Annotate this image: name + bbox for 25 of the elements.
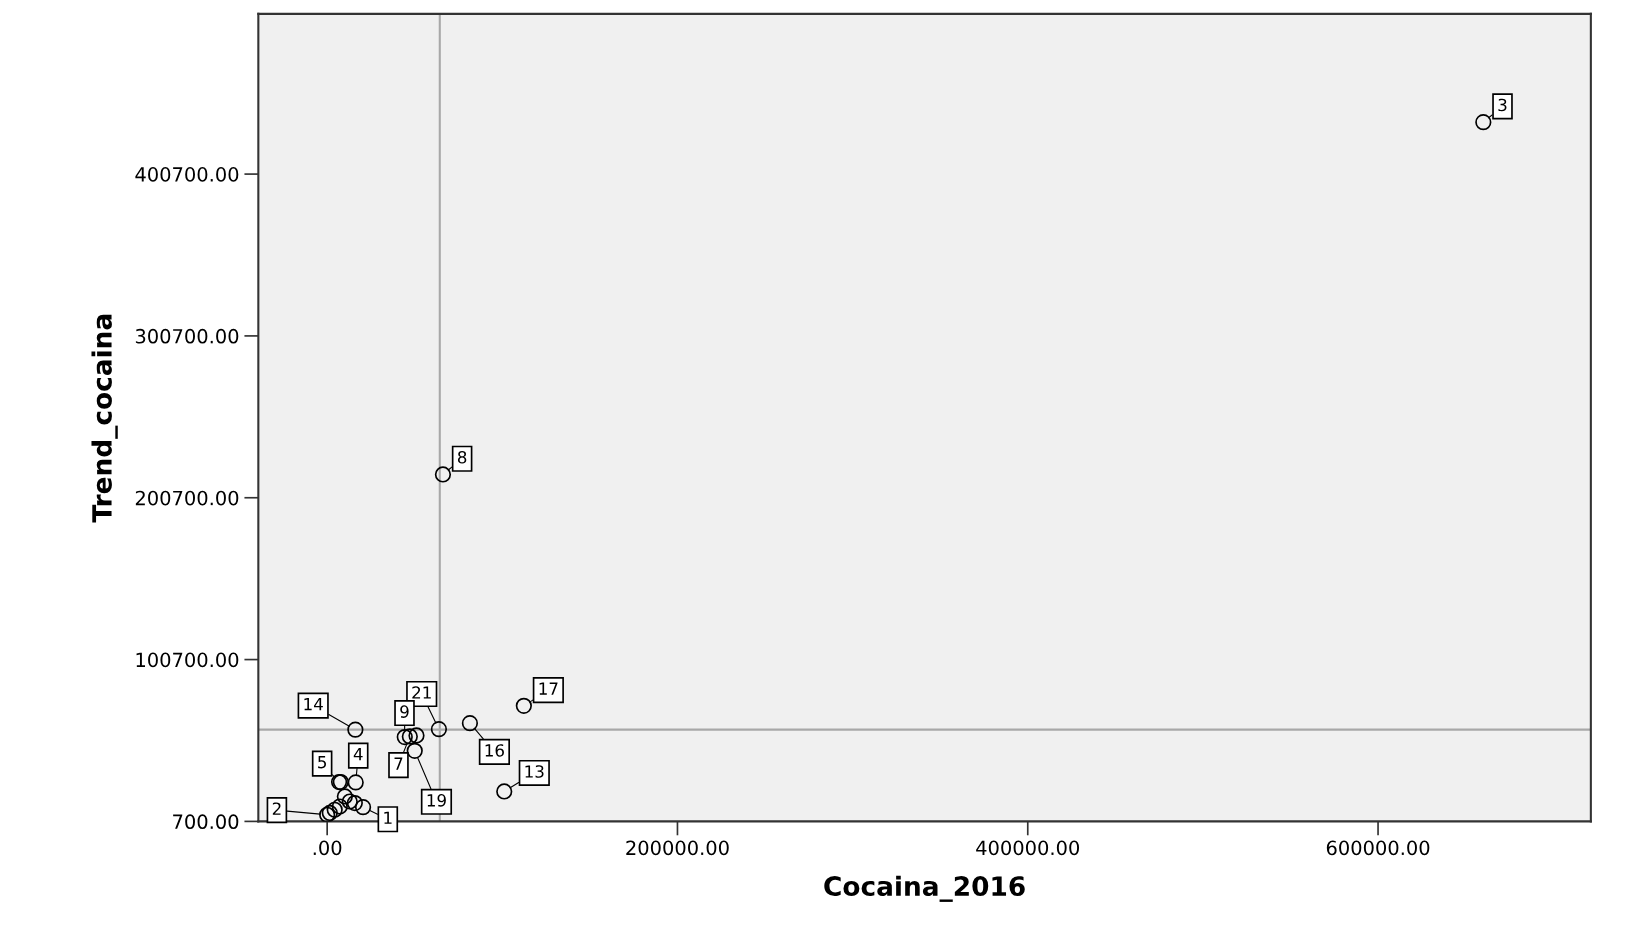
annotation: 21 xyxy=(412,686,431,699)
x-tick-label: 200000.00 xyxy=(626,840,729,856)
annotation: 7 xyxy=(394,757,403,770)
y-tick-label: 700.00 xyxy=(173,814,239,830)
annotation: 8 xyxy=(457,450,467,464)
x-tick-label: .00 xyxy=(313,840,342,856)
annotation: 17 xyxy=(539,682,558,695)
y-tick-label: 400700.00 xyxy=(135,167,239,182)
annotation: 13 xyxy=(525,765,544,778)
annotation: 14 xyxy=(304,698,323,711)
annotation: 4 xyxy=(353,748,363,761)
x-tick-label: 600000.00 xyxy=(1326,840,1430,856)
annotation: 2 xyxy=(272,802,281,815)
x-tick-label: 400000.00 xyxy=(976,840,1080,856)
x-axis-title: Cocaina_2016 xyxy=(824,875,1025,902)
y-tick-label: 200700.00 xyxy=(135,490,239,506)
annotation: 3 xyxy=(1498,98,1507,112)
annotation: 1 xyxy=(384,811,392,824)
y-axis-title: Trend_cocaina xyxy=(91,314,118,523)
annotation: 9 xyxy=(400,705,409,718)
annotation: 5 xyxy=(318,756,326,769)
y-tick-label: 300700.00 xyxy=(135,328,239,344)
annotation: 19 xyxy=(427,794,446,807)
y-tick-label: 100700.00 xyxy=(136,652,239,668)
annotation: 16 xyxy=(485,744,504,757)
